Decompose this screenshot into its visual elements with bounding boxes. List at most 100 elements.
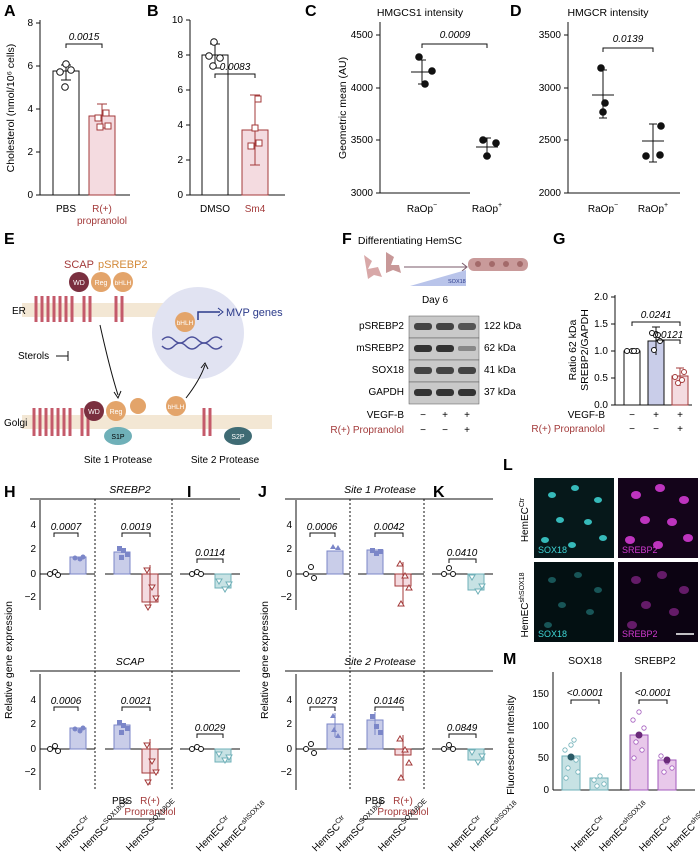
- panel-label: A: [4, 3, 16, 20]
- sterols-label: Sterols: [18, 351, 49, 362]
- panel-l: L HemECCtr HemECshSOX18 SOX18 SREBP2 SOX…: [503, 457, 698, 642]
- gene-title: SCAP: [116, 656, 145, 668]
- blot-name: mSREBP2: [356, 343, 404, 354]
- panel-label: D: [510, 3, 522, 20]
- p-value: 0.0083: [220, 62, 251, 73]
- p-value: 0.0019: [121, 522, 152, 533]
- panel-c: C HMGCS1 intensity 3000 3500 4000 4500 G…: [305, 3, 502, 215]
- data-point: [96, 123, 104, 131]
- tick-label: 0: [27, 190, 33, 201]
- svg-text:+: +: [677, 410, 683, 421]
- svg-text:bHLH: bHLH: [168, 404, 185, 411]
- panel-label: K: [433, 484, 445, 501]
- bar-pbs: [52, 70, 80, 196]
- day-label: Day 6: [422, 295, 449, 306]
- panel-label: L: [503, 457, 513, 474]
- site1-label: Site 1 Protease: [84, 455, 153, 466]
- svg-text:0: 0: [30, 569, 36, 580]
- data-point: [210, 38, 218, 46]
- row-label: HemECshSOX18: [519, 572, 531, 637]
- data-point: [209, 62, 217, 70]
- data-point: [104, 122, 112, 130]
- panel-label: G: [553, 231, 565, 248]
- data-point: [216, 54, 224, 62]
- x-label: HemECshSOX18: [665, 800, 700, 855]
- p-value: 0.0139: [613, 34, 644, 45]
- panel-label: M: [503, 651, 516, 668]
- svg-text:WD: WD: [88, 409, 100, 416]
- tick-label: 4: [27, 104, 33, 115]
- svg-text:1.0: 1.0: [594, 346, 608, 357]
- category-label: Sm4: [245, 204, 266, 215]
- svg-text:150: 150: [532, 689, 549, 700]
- blot-kda: 122 kDa: [484, 321, 522, 332]
- channel-label: SOX18: [538, 629, 567, 639]
- data-point: [94, 114, 102, 122]
- panel-label: I: [187, 484, 191, 501]
- channel-label: SREBP2: [622, 629, 658, 639]
- scap-label: SCAP: [64, 259, 94, 271]
- panel-title: SOX18: [568, 655, 602, 667]
- svg-text:0.0: 0.0: [594, 400, 608, 411]
- y-axis-label: Fluorescene Intensity: [505, 694, 517, 795]
- p-value: 0.0006: [307, 522, 338, 533]
- svg-text:Propranolol: Propranolol: [124, 807, 175, 818]
- panel-title: HMGCS1 intensity: [377, 7, 464, 19]
- panel-f: F Differentiating HemSC SOX18 Day 6 pSRE…: [330, 231, 528, 436]
- svg-text:4: 4: [30, 520, 36, 531]
- svg-text:Propranolol: Propranolol: [377, 807, 428, 818]
- svg-text:−: −: [653, 424, 659, 435]
- panel-label: F: [342, 231, 352, 248]
- p-value: 0.0241: [641, 310, 672, 321]
- panel-d: D HMGCR intensity 2000 2500 3000 3500 0.…: [510, 3, 680, 215]
- category-label: propranolol: [77, 216, 127, 227]
- svg-text:−: −: [629, 410, 635, 421]
- y-axis-label: Relative gene expression: [259, 601, 271, 719]
- svg-text:−: −: [629, 424, 635, 435]
- svg-text:4: 4: [286, 520, 292, 531]
- svg-text:S2P: S2P: [231, 434, 245, 441]
- panel-m: M Fluorescene Intensity SOX18 SREBP2 0 5…: [503, 651, 700, 854]
- p-value: 0.0042: [374, 522, 405, 533]
- svg-text:100: 100: [532, 721, 549, 732]
- blot-kda: 37 kDa: [484, 387, 516, 398]
- data-point: [61, 83, 69, 91]
- tick-label: 8: [27, 18, 33, 29]
- data-point: [251, 124, 259, 132]
- tick-label: 2500: [539, 135, 562, 146]
- p-value: 0.0410: [447, 548, 478, 559]
- panel-g: G 0.0 0.5 1.0 1.5 2.0 Ratio 62 kDa SREBP…: [531, 231, 692, 435]
- svg-text:PBS: PBS: [112, 796, 132, 807]
- golgi-label: Golgi: [4, 418, 27, 429]
- p-value: 0.0849: [447, 723, 478, 734]
- svg-text:−2: −2: [25, 767, 37, 778]
- tick-label: 4000: [351, 83, 374, 94]
- data-point: [428, 67, 436, 75]
- reg-domain: [91, 272, 111, 292]
- er-label: ER: [12, 306, 26, 317]
- category-label: DMSO: [200, 204, 230, 215]
- panel-a: A 0 2 4 6 8 Cholesterol (nmol/10⁶ cells)…: [4, 3, 130, 227]
- s2p-enzyme: [224, 427, 252, 445]
- svg-text:R(+): R(+): [393, 796, 413, 807]
- blot-kda: 41 kDa: [484, 365, 516, 376]
- y-axis-label: Cholesterol (nmol/10⁶ cells): [5, 44, 17, 173]
- data-point: [599, 108, 607, 116]
- gene-title: Site 2 Protease: [344, 656, 416, 668]
- data-point: [483, 152, 491, 160]
- wd-domain: [69, 272, 89, 292]
- svg-text:WD: WD: [73, 280, 85, 287]
- transport-arrow: [99, 324, 119, 396]
- category-label: RaOp−: [407, 202, 437, 215]
- data-point: [601, 99, 609, 107]
- bhlh-domain: [113, 272, 133, 292]
- data-point: [254, 95, 262, 103]
- svg-text:0: 0: [286, 569, 292, 580]
- svg-text:−: −: [442, 425, 448, 436]
- p-value: 0.0006: [51, 696, 82, 707]
- tick-label: 8: [177, 50, 183, 61]
- svg-text:−: −: [420, 425, 426, 436]
- category-label: RaOp−: [588, 202, 618, 215]
- svg-text:2: 2: [286, 719, 292, 730]
